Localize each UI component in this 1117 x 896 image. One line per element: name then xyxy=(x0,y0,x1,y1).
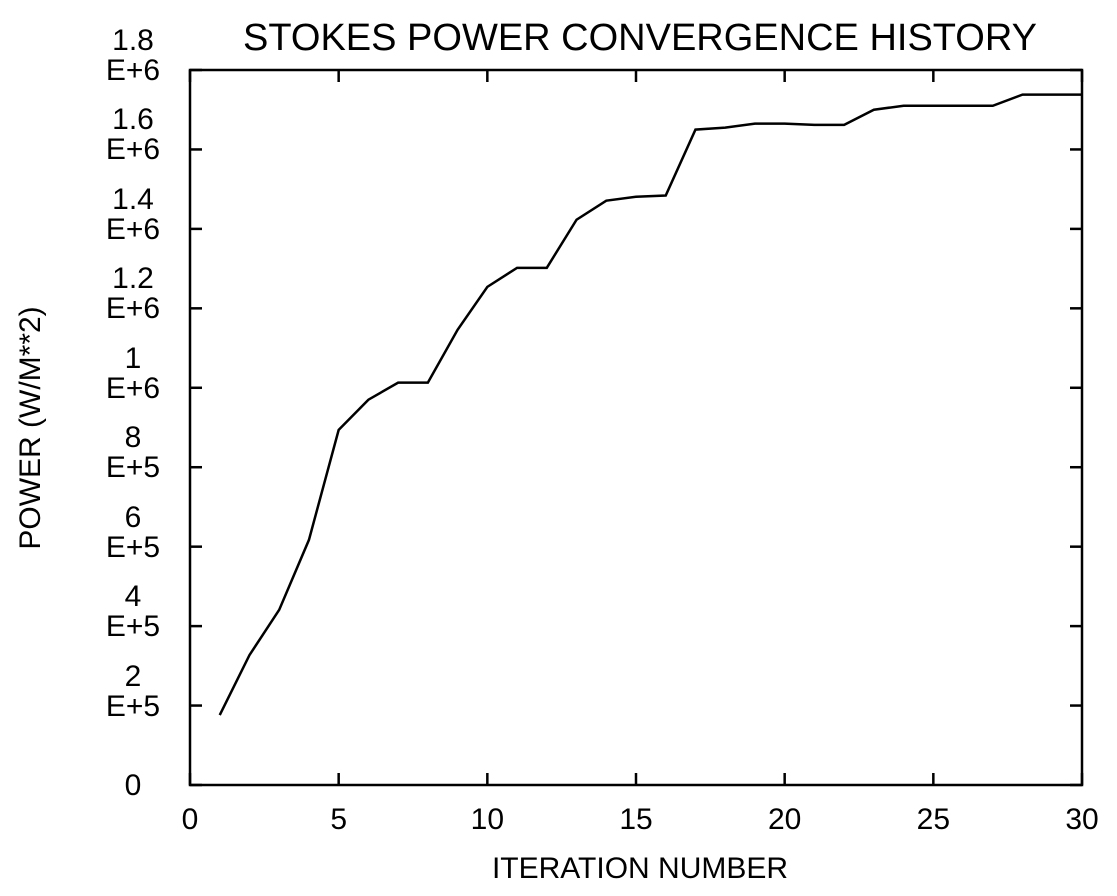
x-tick-label: 30 xyxy=(1065,803,1099,836)
x-tick-label: 20 xyxy=(767,803,802,836)
plot-frame xyxy=(188,68,1084,787)
x-tick-label: 5 xyxy=(330,803,347,836)
y-tick-label: 1.6 E+6 xyxy=(105,103,161,167)
y-tick-label: 8 E+5 xyxy=(105,421,161,485)
x-axis-label: ITERATION NUMBER xyxy=(492,852,788,885)
x-tick-label: 15 xyxy=(619,803,653,836)
chart-title: STOKES POWER CONVERGENCE HISTORY xyxy=(243,17,1037,59)
y-tick-label: 6 E+5 xyxy=(105,500,161,564)
y-tick-label: 1.4 E+6 xyxy=(105,182,161,246)
y-tick-label: 1.8 E+6 xyxy=(105,24,161,87)
y-tick-label: 0 xyxy=(124,769,142,802)
y-tick-label: 1 E+6 xyxy=(105,341,161,405)
x-tick-label: 0 xyxy=(181,803,199,836)
y-tick-label: 4 E+5 xyxy=(105,580,161,644)
y-tick-label: 1.2 E+6 xyxy=(105,262,161,326)
x-tick-label: 25 xyxy=(916,803,951,836)
data-line xyxy=(218,93,1082,716)
x-tick-label: 10 xyxy=(470,803,505,836)
y-tick-label: 2 E+5 xyxy=(105,659,161,723)
y-axis-label: POWER (W/M**2) xyxy=(14,306,47,549)
